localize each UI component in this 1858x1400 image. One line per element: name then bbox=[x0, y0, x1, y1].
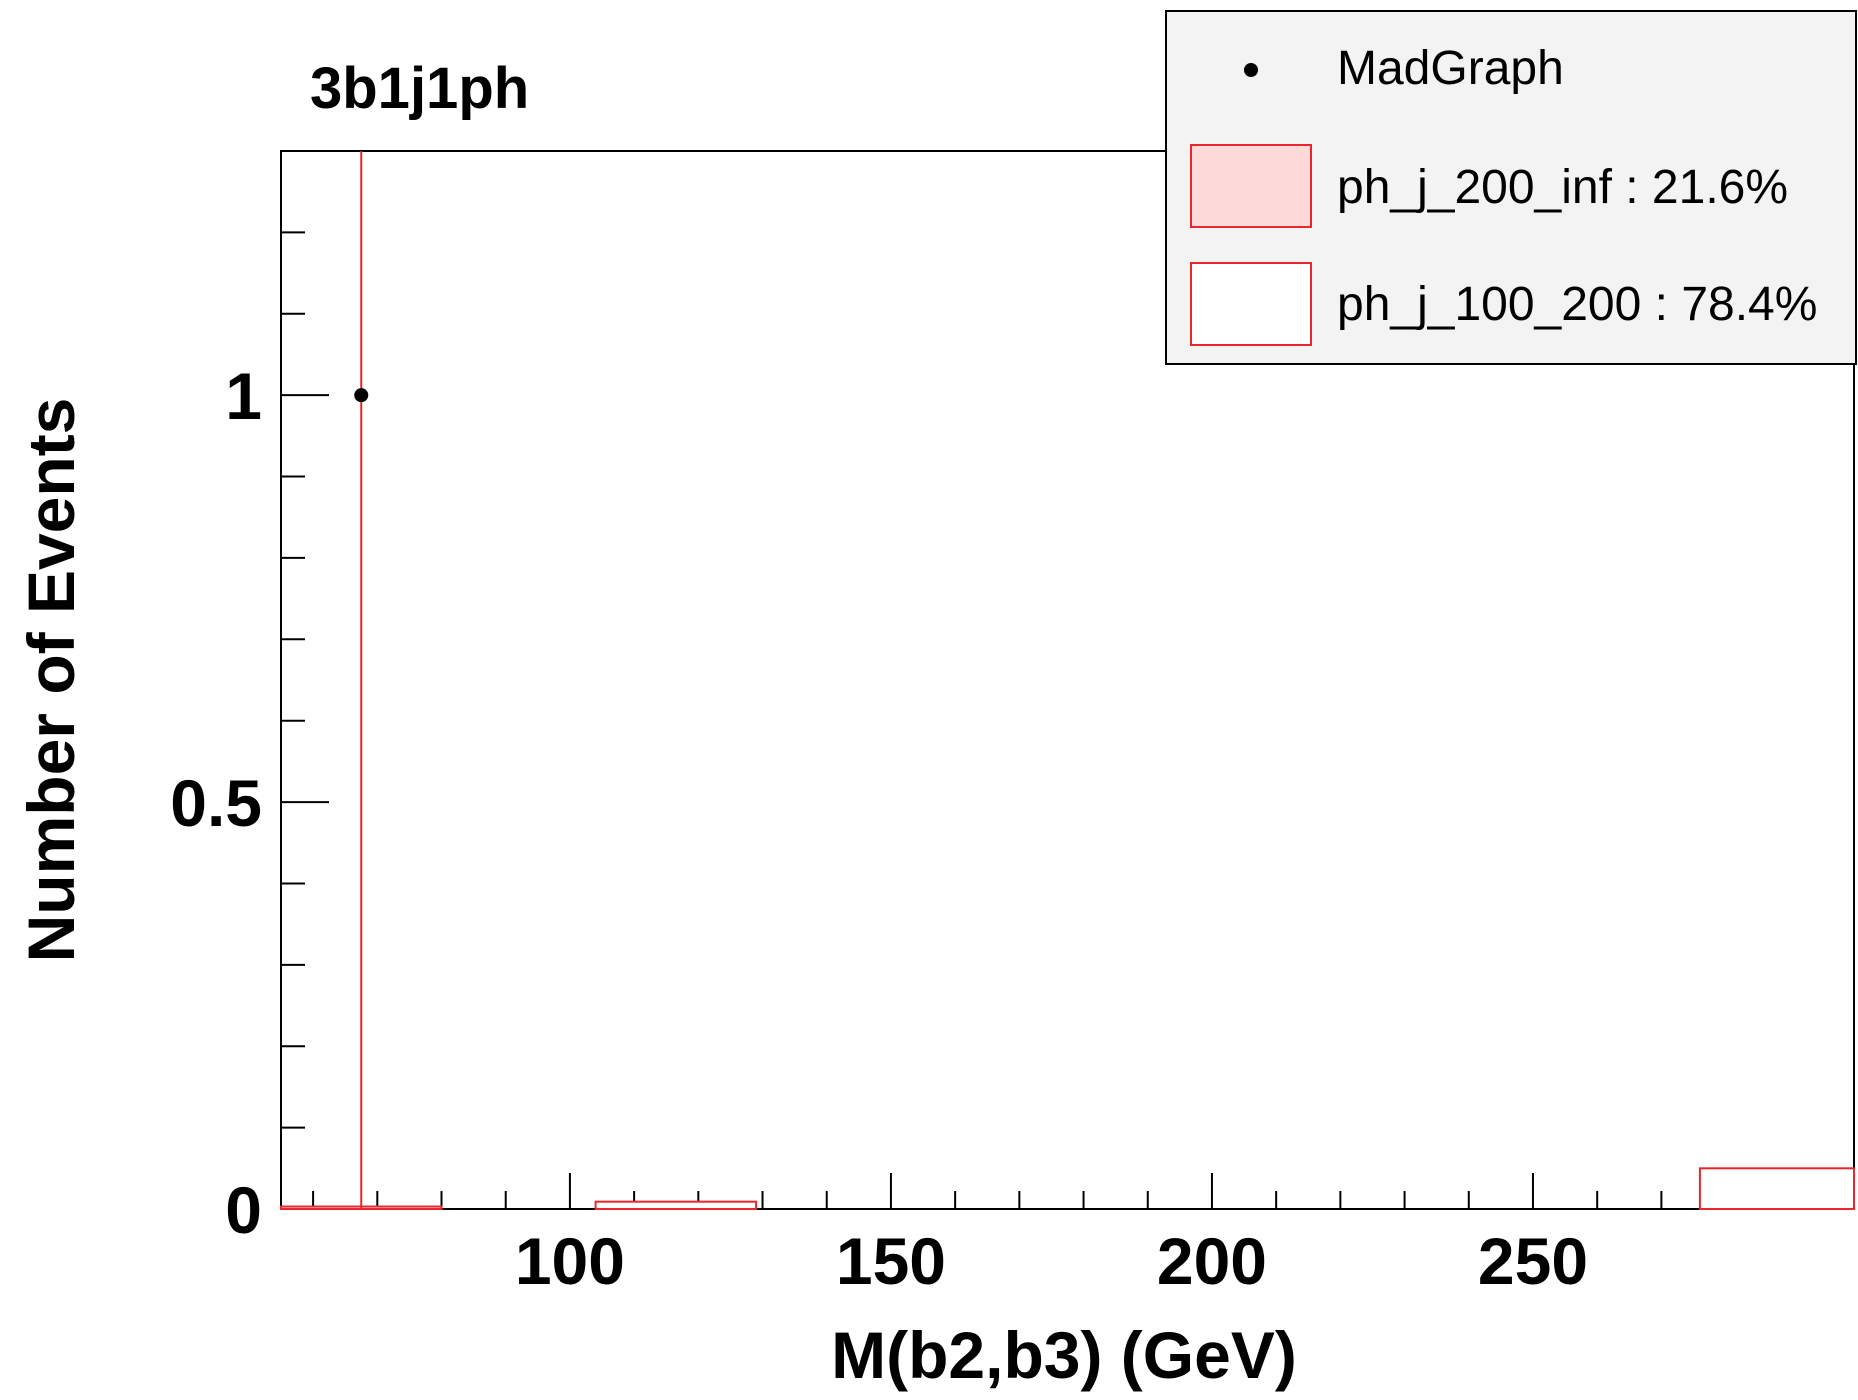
x-tick-label: 200 bbox=[1157, 1224, 1267, 1298]
plot-frame bbox=[280, 150, 1855, 1210]
x-tick-label: 100 bbox=[515, 1224, 625, 1298]
legend-ph-j-100-200-swatch bbox=[1190, 262, 1312, 346]
y-axis-label: Number of Events bbox=[14, 398, 88, 963]
legend-ph-j-200-inf-label: ph_j_200_inf : 21.6% bbox=[1337, 161, 1788, 214]
data-points bbox=[354, 151, 369, 1209]
y-tick-label: 0 bbox=[225, 1173, 262, 1247]
data-point bbox=[354, 388, 369, 403]
histogram-bin bbox=[1698, 1167, 1855, 1211]
y-axis-tick-labels: 00.51 bbox=[170, 359, 262, 1247]
legend-madgraph-label: MadGraph bbox=[1337, 42, 1564, 95]
legend: MadGraph ph_j_200_inf : 21.6% ph_j_100_2… bbox=[1165, 10, 1857, 365]
x-axis-tick-labels: 100 150 200 250 bbox=[515, 1224, 1588, 1298]
x-axis-ticks bbox=[312, 1173, 1855, 1209]
histogram-bin bbox=[594, 1200, 758, 1211]
legend-ph-j-100-200-label: ph_j_100_200 : 78.4% bbox=[1337, 278, 1817, 331]
y-axis-ticks bbox=[281, 150, 329, 1210]
legend-ph-j-200-inf-swatch bbox=[1190, 144, 1312, 228]
y-tick-label: 0.5 bbox=[170, 766, 262, 840]
y-tick-label: 1 bbox=[225, 359, 262, 433]
chart-title: 3b1j1ph bbox=[310, 56, 529, 121]
histogram-bins bbox=[280, 1167, 1855, 1211]
x-axis-label: M(b2,b3) (GeV) bbox=[831, 1318, 1297, 1392]
x-tick-label: 150 bbox=[836, 1224, 946, 1298]
legend-madgraph-marker bbox=[1244, 63, 1258, 77]
x-tick-label: 250 bbox=[1478, 1224, 1588, 1298]
